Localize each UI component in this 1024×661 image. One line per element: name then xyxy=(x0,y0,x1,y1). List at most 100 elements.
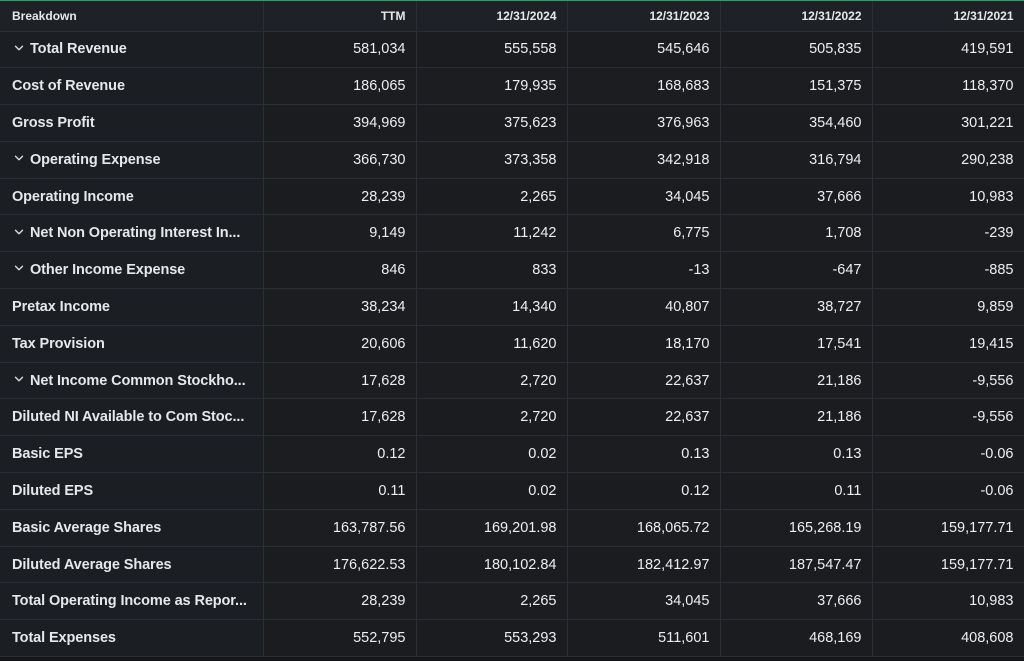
value-cell: 553,293 xyxy=(416,619,568,658)
value-cell: 2,265 xyxy=(416,178,568,216)
value-cell: 316,794 xyxy=(720,141,873,179)
chevron-down-icon[interactable] xyxy=(14,153,24,163)
value-cell: 159,177.71 xyxy=(872,509,1024,547)
value-cell: 159,177.71 xyxy=(872,546,1024,584)
value-cell: -9,556 xyxy=(872,398,1024,437)
value-cell: 168,065.72 xyxy=(567,509,721,547)
row-label-cell[interactable]: Other Income Expense xyxy=(0,251,264,290)
table-row: Pretax Income 38,234 14,340 40,807 38,727 9,8… xyxy=(0,288,1024,326)
value-cell: 0.02 xyxy=(416,472,568,510)
row-label-cell: Operating Income xyxy=(0,178,264,216)
value-cell: 11,242 xyxy=(416,214,568,253)
row-label-cell: Cost of Revenue xyxy=(0,67,264,106)
value-cell: -13 xyxy=(567,251,721,290)
table-row: Cost of Revenue 186,065 179,935 168,683 151,… xyxy=(0,67,1024,106)
value-cell: 37,666 xyxy=(720,178,873,216)
value-cell: -0.06 xyxy=(872,435,1024,474)
value-cell: 21,186 xyxy=(720,362,873,400)
row-label-cell: Gross Profit xyxy=(0,104,264,142)
row-label-cell[interactable]: Operating Expense xyxy=(0,141,264,179)
value-cell: 186,065 xyxy=(263,67,417,106)
value-cell: 376,963 xyxy=(567,104,721,142)
row-label-cell: Diluted NI Available to Com Stoc... xyxy=(0,398,264,437)
chevron-down-icon[interactable] xyxy=(14,227,24,237)
value-cell: 182,412.97 xyxy=(567,546,721,584)
header-2021: 12/31/2021 xyxy=(872,1,1024,32)
value-cell: 118,370 xyxy=(872,67,1024,106)
value-cell: 366,730 xyxy=(263,141,417,179)
value-cell: 22,637 xyxy=(567,362,721,400)
value-cell: 179,935 xyxy=(416,67,568,106)
value-cell: 468,169 xyxy=(720,619,873,658)
value-cell: 581,034 xyxy=(263,31,417,69)
value-cell: 0.13 xyxy=(720,435,873,474)
row-label-cell[interactable]: Total Revenue xyxy=(0,31,264,69)
row-label: Basic EPS xyxy=(12,446,83,463)
value-cell: 176,622.53 xyxy=(263,546,417,584)
row-label-cell: Total Operating Income as Repor... xyxy=(0,582,264,621)
value-cell: 342,918 xyxy=(567,141,721,179)
value-cell: 2,720 xyxy=(416,398,568,437)
chevron-down-icon[interactable] xyxy=(14,263,24,273)
value-cell: 545,646 xyxy=(567,31,721,69)
chevron-down-icon[interactable] xyxy=(14,374,24,384)
table-row[interactable]: Net Income Common Stockho... 17,628 2,720 2… xyxy=(0,362,1024,400)
table-header-row: Breakdown TTM 12/31/2024 12/31/2023 12/3… xyxy=(0,1,1024,32)
value-cell: 1,708 xyxy=(720,214,873,253)
value-cell: 0.11 xyxy=(720,472,873,510)
value-cell: 10,983 xyxy=(872,178,1024,216)
row-label: Operating Income xyxy=(12,188,134,205)
table-row[interactable]: Total Revenue 581,034 555,558 545,646 505,83… xyxy=(0,31,1024,69)
header-2023: 12/31/2023 xyxy=(567,1,721,32)
value-cell: -239 xyxy=(872,214,1024,253)
table-row: Total Expenses 552,795 553,293 511,601 468,1… xyxy=(0,619,1024,658)
row-label: Total Expenses xyxy=(12,630,116,647)
header-2022: 12/31/2022 xyxy=(720,1,873,32)
value-cell: 10,983 xyxy=(872,582,1024,621)
row-label-cell[interactable]: Net Income Common Stockho... xyxy=(0,362,264,400)
value-cell: 555,558 xyxy=(416,31,568,69)
value-cell: 511,601 xyxy=(567,619,721,658)
value-cell: 37,666 xyxy=(720,582,873,621)
chevron-down-icon[interactable] xyxy=(14,43,24,53)
value-cell: 187,547.47 xyxy=(720,546,873,584)
row-label-cell[interactable]: Net Non Operating Interest In... xyxy=(0,214,264,253)
value-cell: 165,268.19 xyxy=(720,509,873,547)
value-cell: -885 xyxy=(872,251,1024,290)
table-row: Gross Profit 394,969 375,623 376,963 354,460… xyxy=(0,104,1024,142)
value-cell: 394,969 xyxy=(263,104,417,142)
value-cell: 2,265 xyxy=(416,582,568,621)
value-cell: 846 xyxy=(263,251,417,290)
value-cell: 0.13 xyxy=(567,435,721,474)
row-label: Diluted NI Available to Com Stoc... xyxy=(12,409,245,426)
value-cell: 14,340 xyxy=(416,288,568,326)
row-label: Total Operating Income as Repor... xyxy=(12,593,247,610)
table-row[interactable]: Operating Expense 366,730 373,358 342,918 31… xyxy=(0,141,1024,179)
value-cell: 17,628 xyxy=(263,362,417,400)
value-cell: 18,170 xyxy=(567,325,721,363)
header-2024: 12/31/2024 xyxy=(416,1,568,32)
row-label: Other Income Expense xyxy=(30,262,186,279)
value-cell: 290,238 xyxy=(872,141,1024,179)
row-label: Tax Provision xyxy=(12,335,105,352)
value-cell: 6,775 xyxy=(567,214,721,253)
table-row[interactable]: Other Income Expense 846 833 -13 -647 -885 xyxy=(0,251,1024,290)
table-row: Basic EPS 0.12 0.02 0.13 0.13 -0.06 xyxy=(0,435,1024,474)
row-label: Operating Expense xyxy=(30,151,161,168)
value-cell: 17,628 xyxy=(263,398,417,437)
value-cell: 9,149 xyxy=(263,214,417,253)
value-cell: 0.12 xyxy=(263,435,417,474)
row-label-cell: Pretax Income xyxy=(0,288,264,326)
value-cell: 9,859 xyxy=(872,288,1024,326)
value-cell: 163,787.56 xyxy=(263,509,417,547)
value-cell: 375,623 xyxy=(416,104,568,142)
value-cell: 0.12 xyxy=(567,472,721,510)
value-cell: 0.11 xyxy=(263,472,417,510)
value-cell: 22,637 xyxy=(567,398,721,437)
value-cell: 38,234 xyxy=(263,288,417,326)
table-row: Tax Provision 20,606 11,620 18,170 17,541 19,… xyxy=(0,325,1024,363)
value-cell: 11,620 xyxy=(416,325,568,363)
table-row[interactable]: Net Non Operating Interest In... 9,149 11,… xyxy=(0,214,1024,253)
